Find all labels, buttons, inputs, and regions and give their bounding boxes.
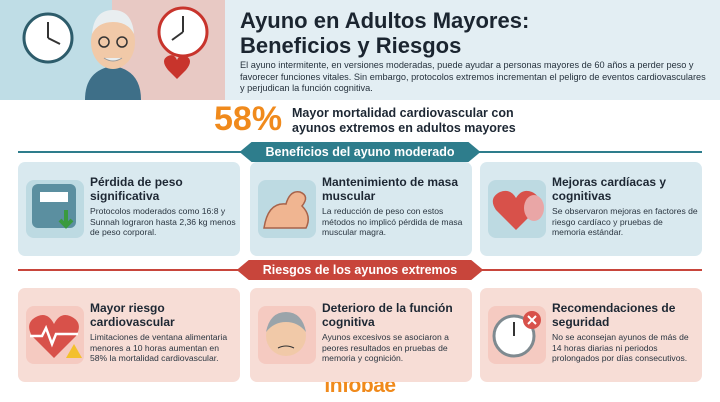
highlight-text: Mayor mortalidad cardiovascular con ayun… (292, 106, 516, 135)
intro: El ayuno intermitente, en versiones mode… (240, 60, 706, 93)
card: Deterioro de la función cognitiva Ayunos … (250, 288, 472, 382)
card: Recomendaciones de seguridad No se aconse… (480, 288, 702, 382)
card-icon (258, 180, 316, 238)
title-line: Beneficios y Riesgos (240, 33, 462, 58)
header-illustration (0, 0, 225, 100)
section-banner: Beneficios del ayuno moderado (0, 142, 720, 162)
section-title: Riesgos de los ayunos extremos (237, 260, 484, 280)
card-icon (26, 306, 84, 364)
title-line: Ayuno en Adultos Mayores: (240, 8, 530, 33)
header: Ayuno en Adultos Mayores: Beneficios y R… (0, 0, 720, 100)
card-icon (488, 306, 546, 364)
highlight-stat: 58% (214, 100, 283, 138)
card-title: Mejoras cardíacas y cognitivas (552, 175, 667, 203)
card-icon (258, 306, 316, 364)
card-title: Recomendaciones de seguridad (552, 301, 676, 329)
title: Ayuno en Adultos Mayores: Beneficios y R… (240, 8, 529, 58)
card-title: Mantenimiento de masa muscular (322, 175, 459, 203)
card-text: Protocolos moderados como 16:8 y Sunnah … (90, 206, 236, 238)
card: Mayor riesgo cardiovascular Limitaciones … (18, 288, 240, 382)
card: Mejoras cardíacas y cognitivas Se observa… (480, 162, 702, 256)
card-text: Ayunos excesivos se asociaron a peores r… (322, 332, 449, 364)
card: Pérdida de peso significativa Protocolos … (18, 162, 240, 256)
card-icon (26, 180, 84, 238)
card: Mantenimiento de masa muscular La reducci… (250, 162, 472, 256)
card-title: Pérdida de peso significativa (90, 175, 183, 203)
card-text: No se aconsejan ayunos de más de 14 hora… (552, 332, 689, 364)
card-text: Limitaciones de ventana alimentaria meno… (90, 332, 228, 364)
card-title: Deterioro de la función cognitiva (322, 301, 453, 329)
card-text: Se observaron mejoras en factores de rie… (552, 206, 698, 238)
card-text: La reducción de peso con estos métodos n… (322, 206, 463, 238)
card-title: Mayor riesgo cardiovascular (90, 301, 175, 329)
section-banner: Riesgos de los ayunos extremos (0, 260, 720, 280)
section-title: Beneficios del ayuno moderado (240, 142, 481, 162)
card-icon (488, 180, 546, 238)
